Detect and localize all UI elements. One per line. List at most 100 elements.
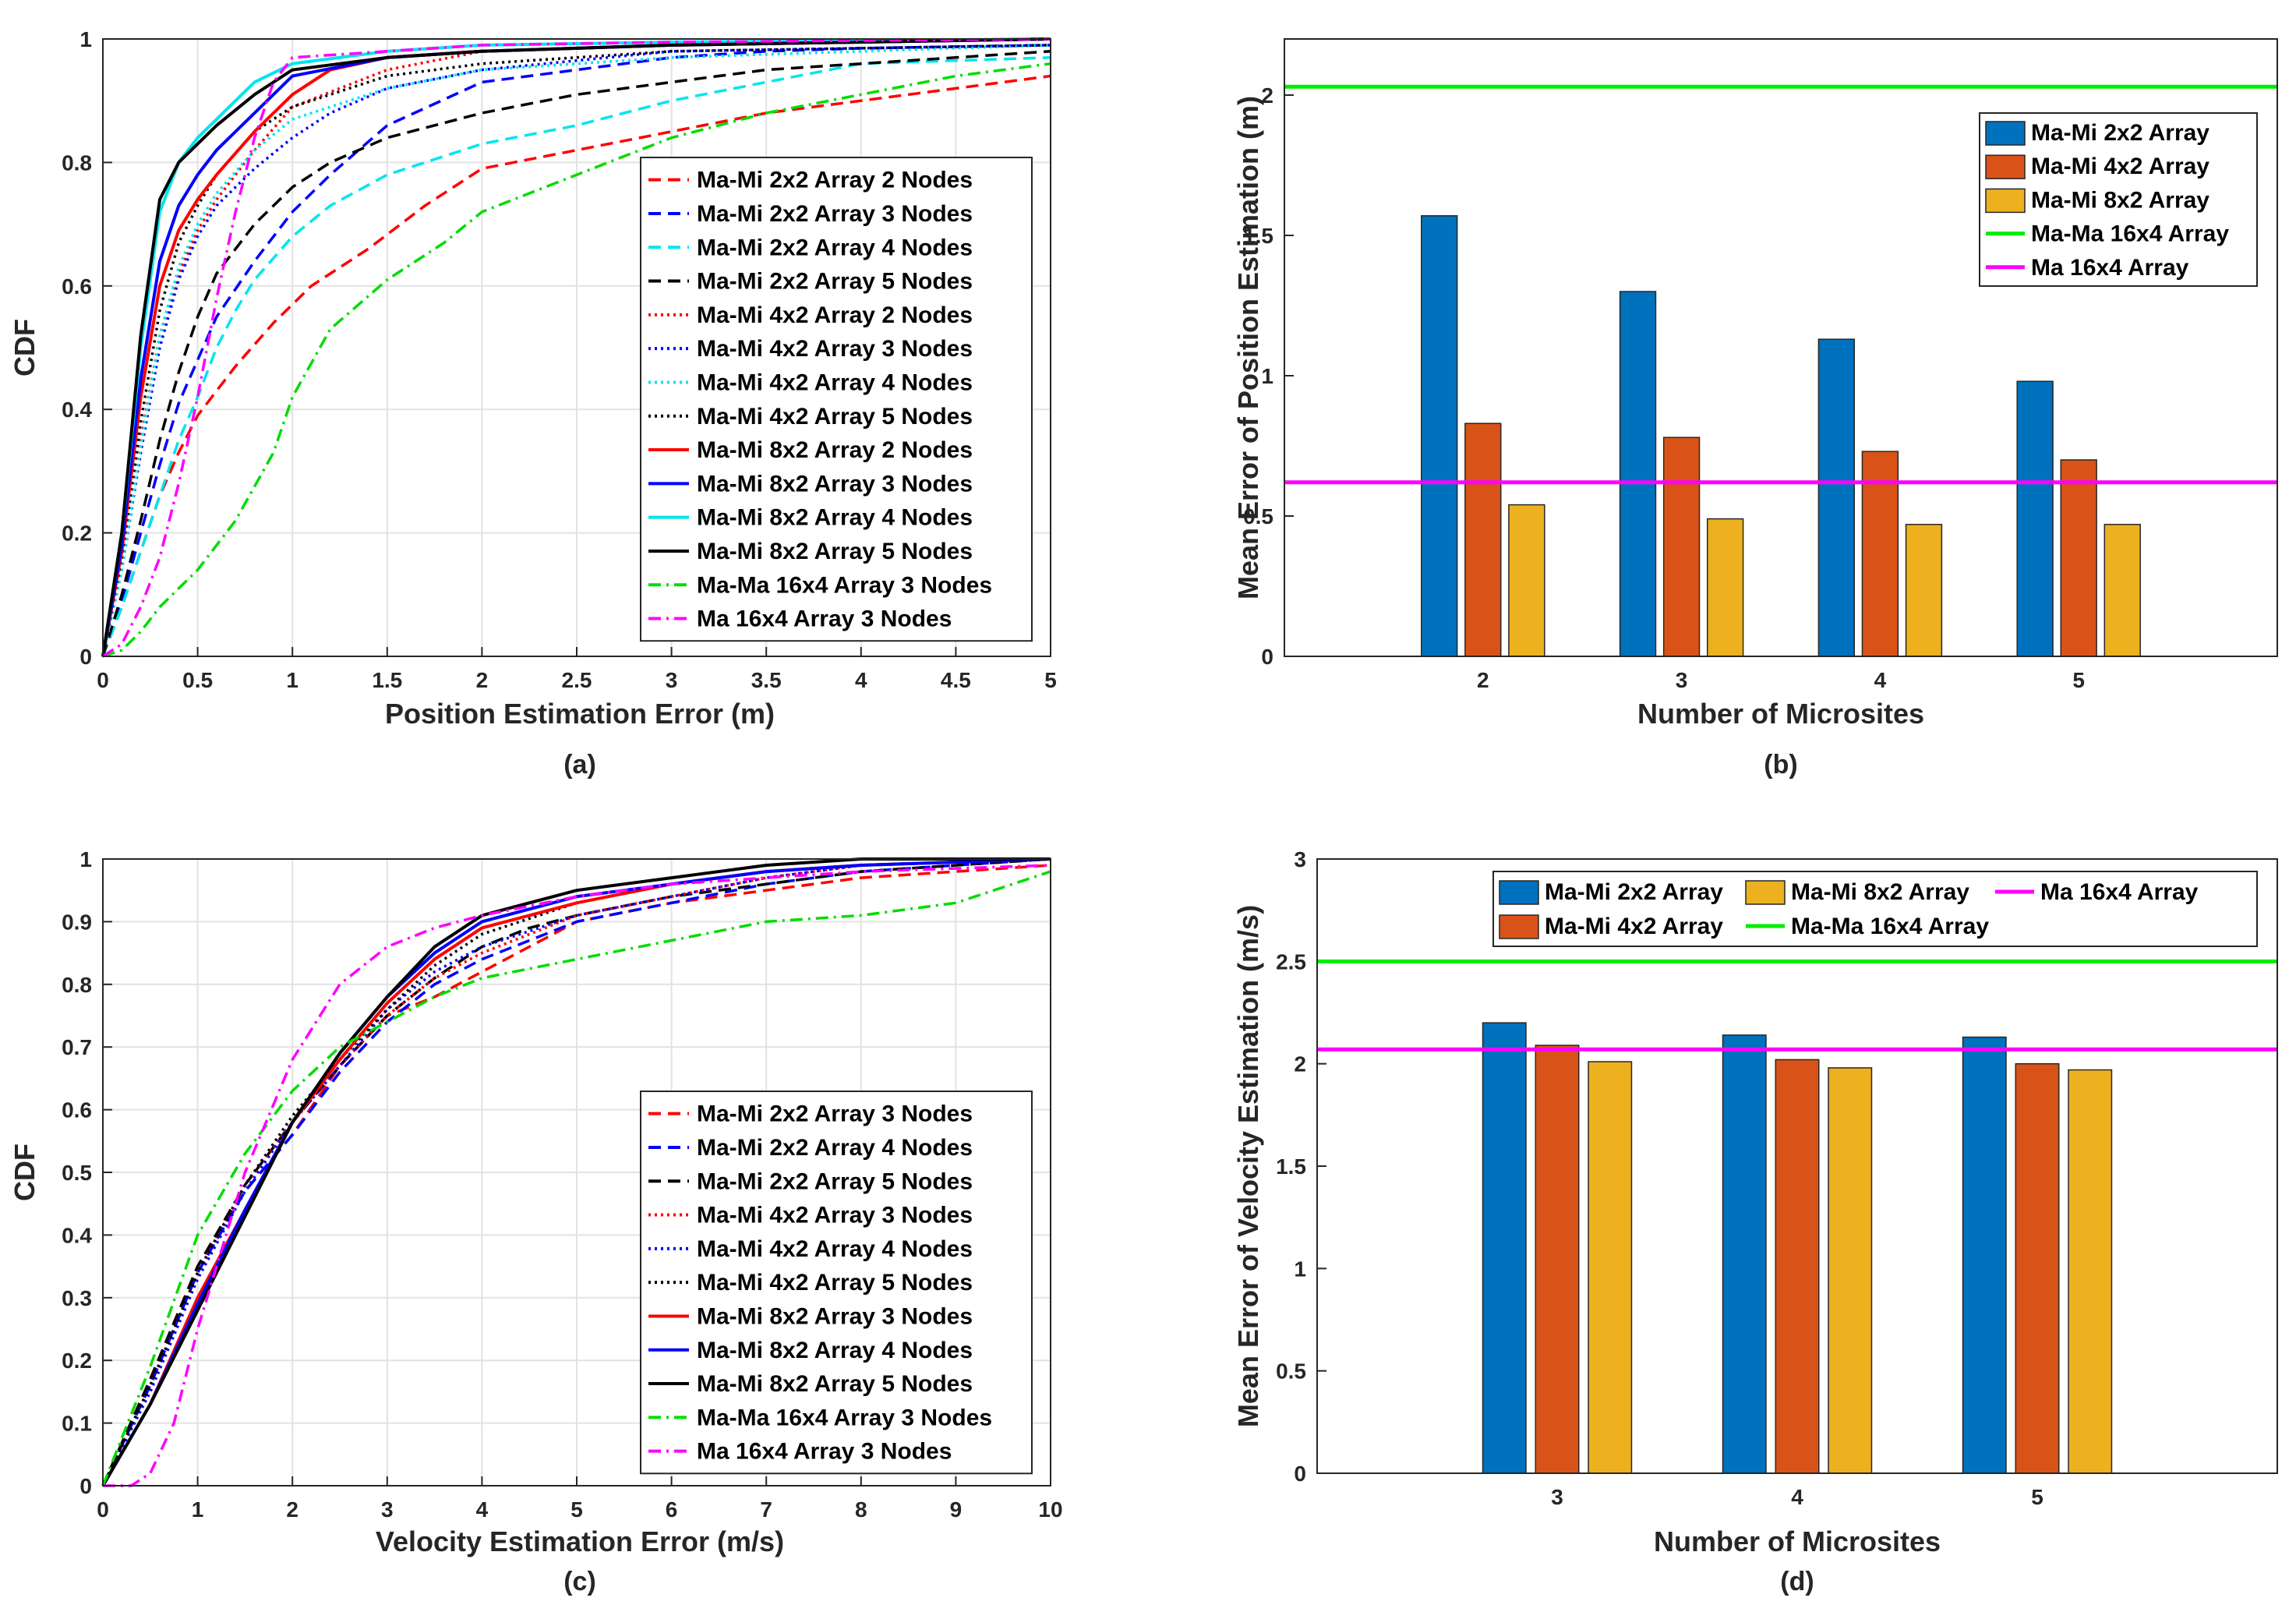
cdf-series-line-c-2: [101, 857, 1051, 1487]
y-tick-label-d: 1: [1294, 1257, 1306, 1281]
y-tick-label-a: 0.6: [62, 274, 92, 299]
legend-swatch-d-2: [1745, 880, 1786, 905]
y-tick-label-b: 0.5: [1243, 504, 1273, 528]
y-axis-label-a: CDF: [9, 319, 41, 376]
y-axis-label-c: CDF: [9, 1144, 41, 1201]
x-tick-label-c: 7: [760, 1497, 772, 1522]
cdf-series-line-a-2: [101, 56, 1051, 657]
panel-label-c: (c): [563, 1567, 596, 1596]
cdf-series-line-a-11: [101, 37, 1051, 657]
bar-b-2-1: [1706, 518, 1744, 657]
cdf-series-line-c-10: [103, 864, 1051, 1487]
bar-b-0-0: [1421, 215, 1458, 657]
x-axis-label-b: Number of Microsites: [1637, 698, 1924, 730]
y-tick-label-c: 0.3: [62, 1286, 92, 1310]
legend-entry-b-0: Ma-Mi 2x2 Array: [2031, 120, 2209, 146]
legend-entry-c-8: Ma-Mi 8x2 Array 5 Nodes: [697, 1371, 973, 1397]
y-tick-label-c: 0.1: [62, 1412, 92, 1436]
legend-swatch-b-0: [1985, 121, 2026, 146]
bar-d-2-0: [1588, 1061, 1633, 1474]
legend-entry-c-5: Ma-Mi 4x2 Array 5 Nodes: [697, 1270, 973, 1296]
legend-entry-a-6: Ma-Mi 4x2 Array 4 Nodes: [697, 369, 973, 395]
x-tick-label-b: 3: [1676, 668, 1688, 692]
y-axis-label-d: Mean Error of Velocity Estimation (m/s): [1232, 905, 1264, 1427]
x-tick-label-a: 2: [476, 668, 489, 692]
x-tick-label-a: 3.5: [751, 668, 782, 692]
legend-entry-a-9: Ma-Mi 8x2 Array 3 Nodes: [697, 471, 973, 497]
bar-d-0-1: [1722, 1034, 1767, 1474]
x-axis-label-d: Number of Microsites: [1654, 1525, 1941, 1557]
legend-entry-b-4: Ma 16x4 Array: [2031, 255, 2189, 281]
legend-entry-c-6: Ma-Mi 8x2 Array 3 Nodes: [697, 1303, 973, 1329]
y-tick-label-d: 0.5: [1276, 1359, 1306, 1384]
cdf-series-line-a-7: [101, 44, 1051, 657]
y-tick-label-a: 1: [79, 27, 92, 51]
legend-entry-a-0: Ma-Mi 2x2 Array 2 Nodes: [697, 168, 973, 193]
legend-swatch-b-2: [1985, 188, 2026, 214]
legend-entry-d-4: Ma 16x4 Array: [2040, 879, 2199, 905]
legend-entry-d-2: Ma-Mi 8x2 Array: [1791, 879, 1969, 905]
panel-c-velocity-cdf: (c) Velocity Estimation Error (m/s) CDF 0 1 2…: [9, 847, 1063, 1596]
y-tick-label-b: 1.5: [1243, 224, 1273, 248]
y-tick-label-c: 0.8: [62, 973, 92, 997]
x-tick-label-b: 2: [1477, 668, 1489, 692]
y-tick-label-d: 2.5: [1276, 949, 1306, 974]
plot-border-c: [102, 858, 1051, 1487]
y-tick-label-a: 0.2: [62, 521, 92, 546]
cdf-series-line-a-13: [102, 37, 1051, 658]
x-tick-label-a: 0: [97, 668, 109, 692]
x-tick-label-c: 1: [192, 1497, 204, 1522]
x-tick-label-a: 1.5: [372, 668, 402, 692]
x-tick-label-d: 3: [1551, 1485, 1563, 1509]
legend-swatch-d-0: [1499, 880, 1539, 905]
legend-entry-c-0: Ma-Mi 2x2 Array 3 Nodes: [697, 1101, 973, 1127]
y-tick-label-d: 0: [1294, 1462, 1306, 1486]
legend-box-b: [1979, 112, 2258, 287]
legend-entry-a-5: Ma-Mi 4x2 Array 3 Nodes: [697, 336, 973, 362]
bar-d-2-1: [1828, 1067, 1873, 1474]
x-tick-label-c: 3: [381, 1497, 394, 1522]
y-tick-label-d: 2: [1294, 1052, 1306, 1076]
cdf-series-line-a-3: [101, 50, 1051, 657]
cdf-series-line-c-7: [101, 857, 1051, 1487]
x-axis-label-c: Velocity Estimation Error (m/s): [376, 1525, 784, 1557]
legend-entry-a-3: Ma-Mi 2x2 Array 5 Nodes: [697, 269, 973, 295]
bar-d-1-1: [1775, 1059, 1820, 1474]
plot-border-a: [102, 38, 1051, 657]
legend-entry-c-1: Ma-Mi 2x2 Array 4 Nodes: [697, 1135, 973, 1161]
y-tick-label-c: 0.6: [62, 1098, 92, 1122]
cdf-series-line-c-0: [101, 864, 1051, 1487]
bar-b-1-0: [1464, 422, 1502, 657]
x-tick-label-a: 2.5: [562, 668, 592, 692]
x-tick-label-c: 0: [97, 1497, 109, 1522]
bar-b-2-2: [1905, 524, 1943, 657]
legend-entry-a-2: Ma-Mi 2x2 Array 4 Nodes: [697, 235, 973, 260]
y-tick-label-c: 0.9: [62, 910, 92, 934]
cdf-series-line-a-12: [102, 62, 1051, 658]
x-tick-label-b: 5: [2072, 668, 2085, 692]
cdf-series-line-c-4: [101, 857, 1051, 1487]
bar-d-1-2: [2015, 1062, 2060, 1474]
panel-label-a: (a): [563, 750, 596, 779]
legend-entry-a-10: Ma-Mi 8x2 Array 4 Nodes: [697, 505, 973, 531]
legend-entry-c-3: Ma-Mi 4x2 Array 3 Nodes: [697, 1203, 973, 1228]
legend-box-d: [1492, 871, 2258, 947]
x-tick-label-d: 4: [1791, 1485, 1803, 1509]
x-tick-label-a: 4.5: [941, 668, 971, 692]
y-tick-label-d: 3: [1294, 847, 1306, 871]
x-tick-label-a: 4: [855, 668, 867, 692]
bar-d-0-2: [1962, 1036, 2007, 1474]
y-tick-label-b: 0: [1261, 645, 1273, 669]
panel-d-velocity-mean-error: (d) Number of Microsites Mean Error of Vel…: [1232, 847, 2278, 1596]
legend-entry-c-9: Ma-Ma 16x4 Array 3 Nodes: [697, 1405, 992, 1430]
legend-entry-c-7: Ma-Mi 8x2 Array 4 Nodes: [697, 1338, 973, 1363]
x-axis-label-a: Position Estimation Error (m): [385, 698, 775, 730]
y-tick-label-a: 0.4: [62, 398, 92, 422]
legend-entry-c-2: Ma-Mi 2x2 Array 5 Nodes: [697, 1168, 973, 1194]
cdf-series-line-c-5: [101, 857, 1051, 1487]
panel-label-b: (b): [1764, 750, 1797, 779]
x-tick-label-c: 9: [950, 1497, 963, 1522]
legend-entry-c-4: Ma-Mi 4x2 Array 4 Nodes: [697, 1236, 973, 1262]
bar-b-2-0: [1508, 504, 1545, 657]
